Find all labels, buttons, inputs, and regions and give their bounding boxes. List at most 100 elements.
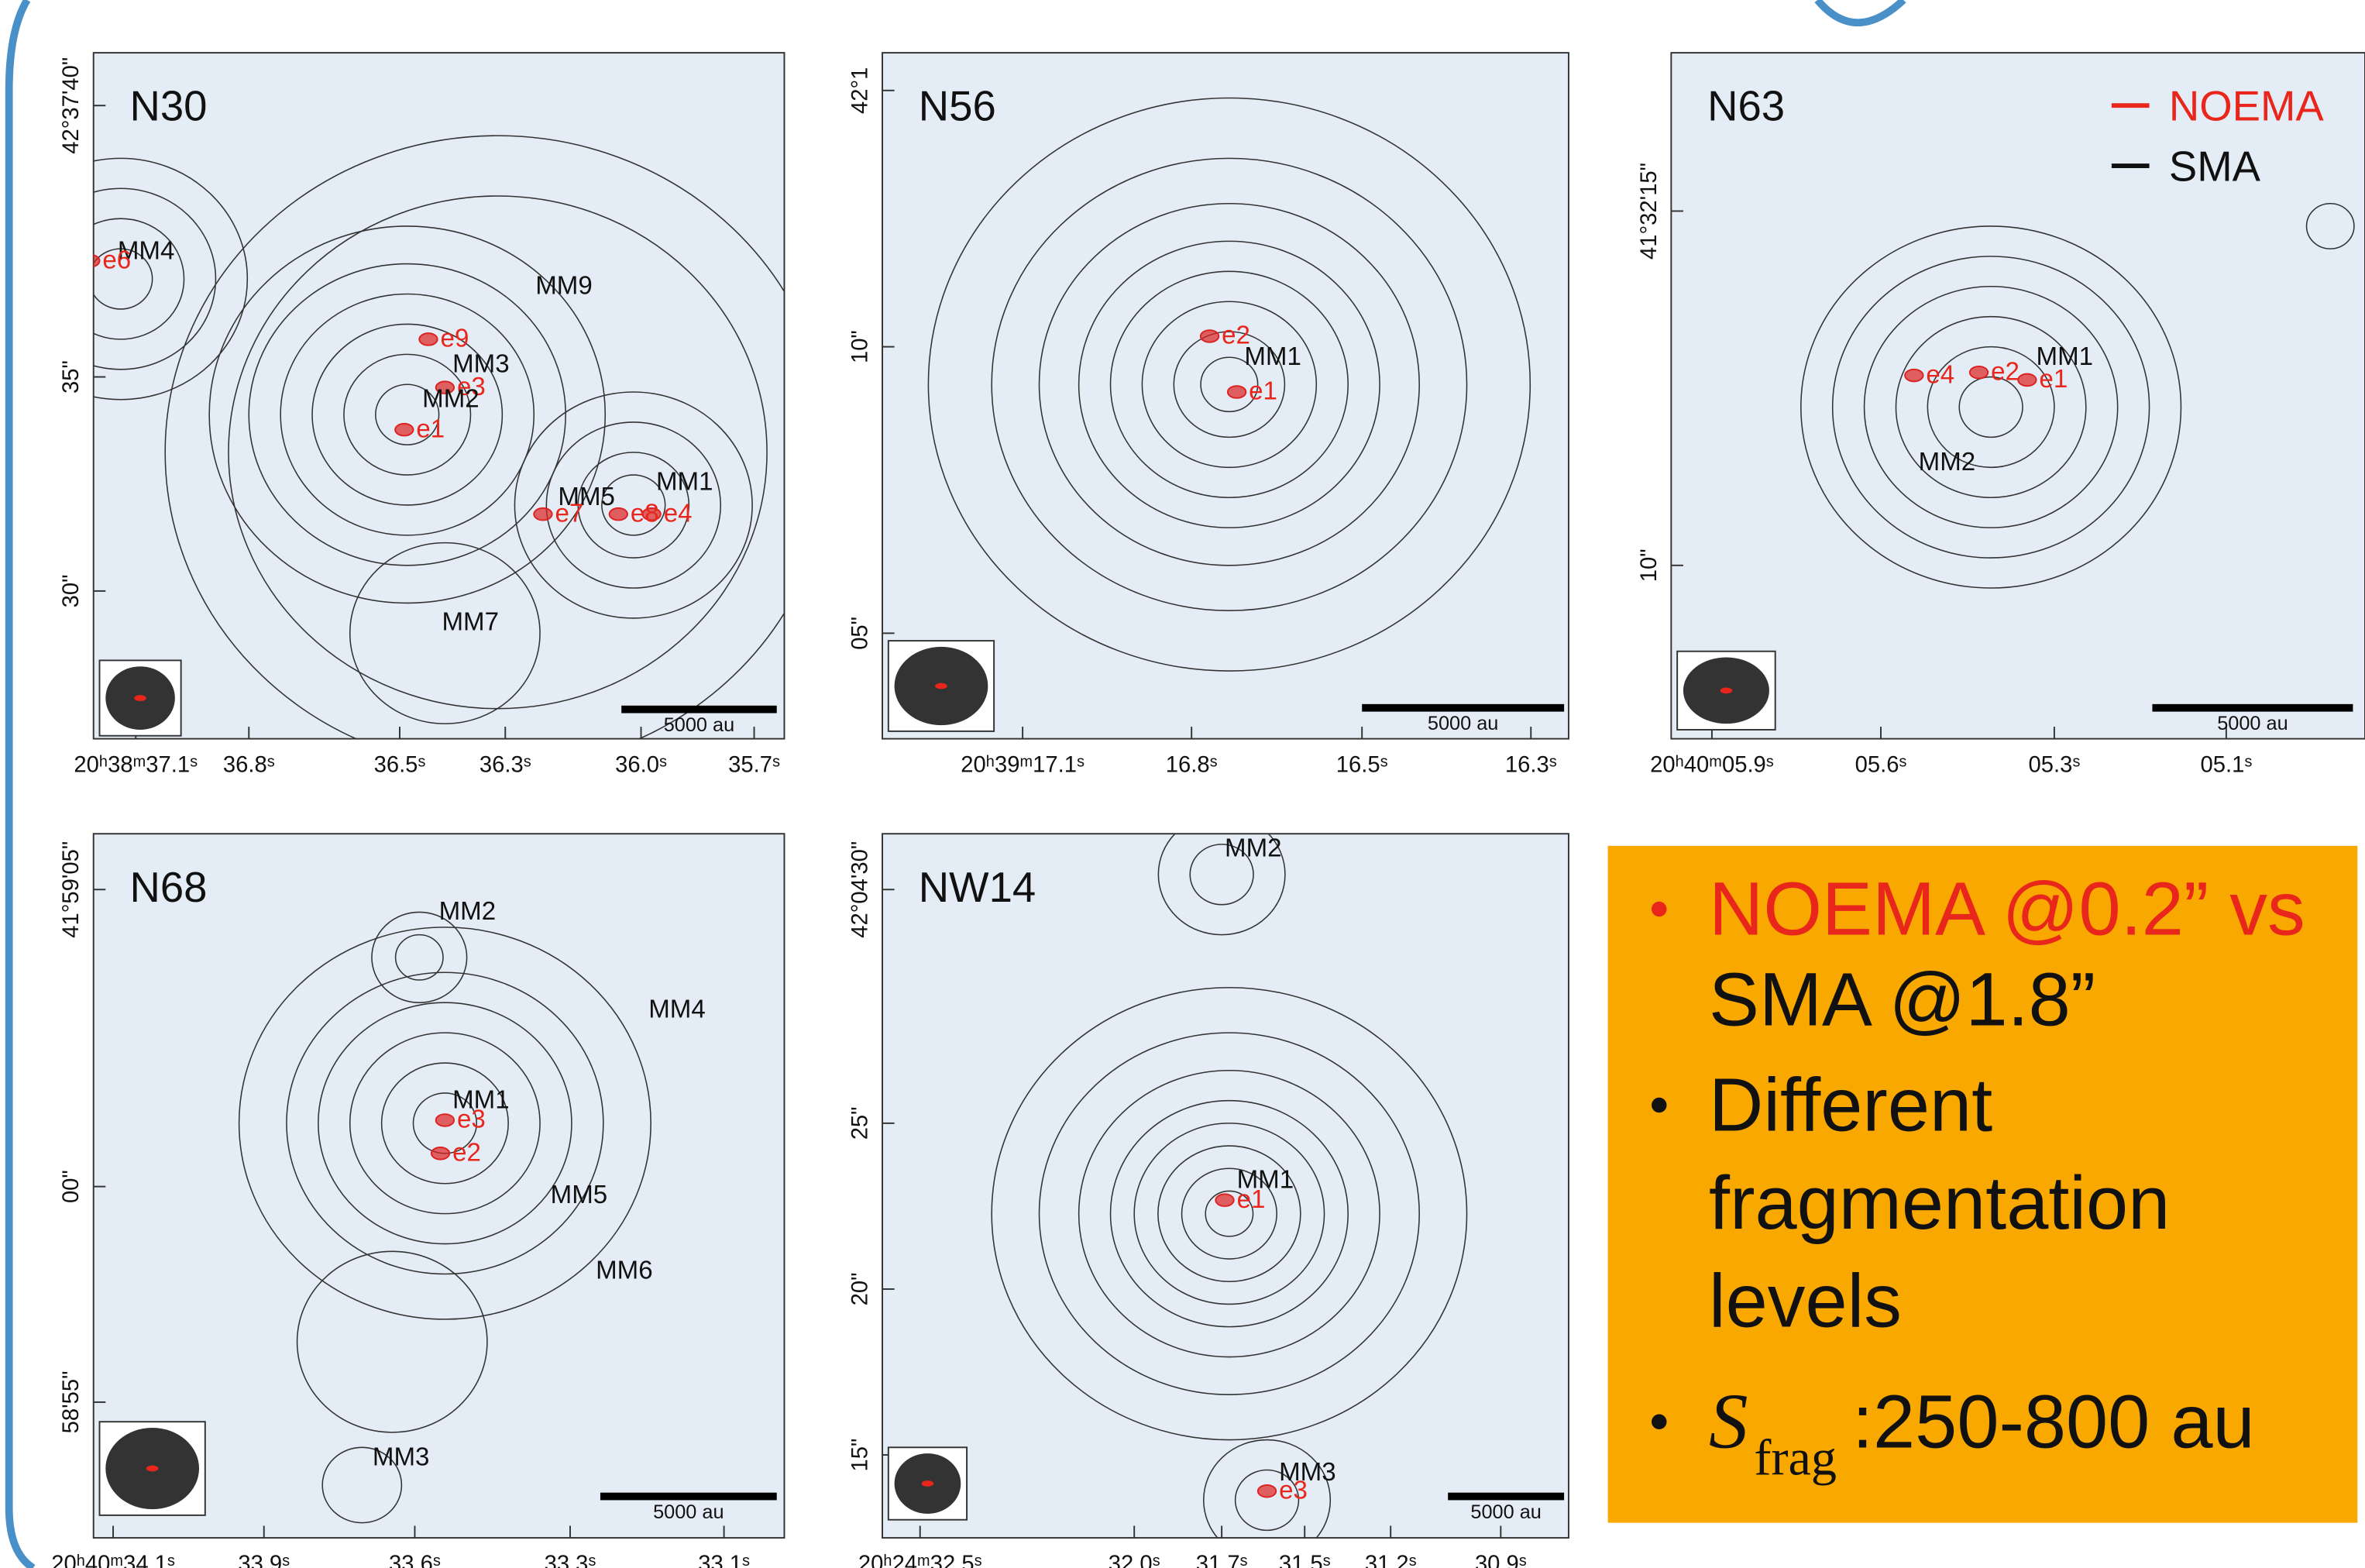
dec-tick-label: 15" [848, 1439, 873, 1472]
scale-bar-label: 5000 au [653, 1501, 724, 1523]
dec-tick-label: 58'55" [59, 1370, 84, 1433]
dec-tick-label: 20" [848, 1273, 873, 1306]
source-label: MM2 [439, 897, 497, 926]
ra-tick-label: 05.3ˢ [2029, 752, 2081, 777]
ra-tick-label: 33.6ˢ [389, 1552, 441, 1568]
ra-tick-label: 31.7ˢ [1196, 1552, 1248, 1568]
summary-text: NOEMA @0.2” vs [1709, 867, 2305, 951]
source-label: e1 [2039, 365, 2068, 394]
dec-tick-label: 10" [1637, 548, 1662, 582]
ra-tick-label: 20ʰ39ᵐ17.1ˢ [961, 752, 1085, 777]
dec-tick-label: 41°32'15" [1637, 163, 1662, 260]
source-label: MM4 [648, 995, 706, 1024]
summary-symbol: S [1709, 1377, 1748, 1464]
noema-beam [146, 1466, 159, 1472]
ra-tick-label: 30.9ˢ [1475, 1552, 1527, 1568]
summary-subscript: frag [1754, 1429, 1837, 1486]
noema-source [1228, 386, 1246, 398]
source-label: e1 [1249, 377, 1277, 406]
source-label: e6 [102, 246, 131, 274]
scale-bar [621, 706, 777, 714]
source-label: e1 [1237, 1185, 1266, 1214]
ra-tick-label: 20ʰ38ᵐ37.1ˢ [74, 752, 198, 777]
scale-bar [1362, 704, 1564, 712]
panel: N5642°110"05"20ʰ39ᵐ17.1ˢ16.8ˢ16.5ˢ16.3ˢe… [848, 53, 1569, 777]
source-label: MM2 [422, 384, 480, 413]
ra-tick-label: 05.1ˢ [2200, 752, 2252, 777]
ra-tick-label: 36.8ˢ [223, 752, 275, 777]
ra-tick-label: 36.3ˢ [480, 752, 531, 777]
scale-bar-label: 5000 au [1428, 713, 1498, 734]
page: NOEMA @0.2” vs SMA @1.8” Different fragm… [0, 0, 2365, 1568]
dec-tick-label: 42°1 [848, 67, 873, 114]
ra-tick-label: 36.0ˢ [615, 752, 667, 777]
noema-beam [1720, 687, 1733, 693]
noema-source [1215, 1194, 1233, 1206]
bullet [1652, 1098, 1666, 1112]
source-label: MM1 [656, 468, 713, 497]
map [882, 834, 1569, 1538]
panel-name: N63 [1707, 83, 1785, 130]
scale-bar-label: 5000 au [2217, 713, 2288, 734]
summary-text: fragmentation [1709, 1161, 2170, 1245]
source-label: e7 [555, 499, 584, 528]
panel: NW14 42°04'30" 25" 20" 15" 20ʰ24ᵐ32.5ˢ 32.0ˢ 31… [848, 814, 1569, 1568]
scale-bar [1448, 1493, 1564, 1501]
ra-tick-label: 33.9ˢ [238, 1552, 290, 1568]
source-label: e1 [416, 414, 445, 443]
bullet [1652, 902, 1666, 916]
summary-text: :250-800 au [1852, 1379, 2255, 1463]
noema-source [436, 1114, 454, 1126]
ra-tick-label: 05.6ˢ [1855, 752, 1907, 777]
panel-name: NW14 [919, 864, 1036, 911]
source-label: e8 [631, 499, 659, 528]
source-label: e3 [1279, 1476, 1308, 1504]
map [882, 53, 1569, 739]
ra-tick-label: 20ʰ24ᵐ32.5ˢ [858, 1552, 982, 1568]
noema-source [1201, 330, 1219, 342]
summary-text: SMA @1.8” [1709, 957, 2095, 1041]
dec-tick-label: 42°37'40" [59, 57, 84, 154]
summary-text: Different [1709, 1063, 1992, 1147]
ra-tick-label: 31.5ˢ [1279, 1552, 1331, 1568]
ra-tick-label: 36.5ˢ [374, 752, 426, 777]
noema-source [395, 424, 413, 436]
panel-name: N30 [129, 83, 207, 130]
panel: N6841°59'05"00"58'55"20ʰ40ᵐ34.1ˢ33.9ˢ33.… [51, 834, 784, 1568]
source-label: e4 [1926, 360, 1954, 389]
source-label: MM1 [1244, 342, 1301, 371]
source-label: e4 [664, 499, 693, 528]
source-label: MM3 [373, 1443, 430, 1472]
source-label: e9 [441, 325, 469, 353]
noema-source [1970, 366, 1988, 379]
legend-label: NOEMA [2169, 83, 2325, 130]
dec-tick-label: 05" [848, 617, 873, 650]
source-label: MM9 [535, 272, 593, 301]
ra-tick-label: 31.2ˢ [1365, 1552, 1417, 1568]
legend-label: SMA [2169, 143, 2261, 191]
ra-tick-label: 32.0ˢ [1109, 1552, 1160, 1568]
noema-source [534, 508, 552, 521]
noema-source [1905, 370, 1923, 382]
dec-tick-label: 42°04'30" [848, 841, 873, 938]
ra-tick-label: 16.5ˢ [1336, 752, 1388, 777]
ra-tick-label: 20ʰ40ᵐ34.1ˢ [51, 1552, 175, 1568]
ra-tick-label: 20ʰ40ᵐ05.9ˢ [1650, 752, 1774, 777]
source-label: MM6 [596, 1256, 653, 1284]
source-label: MM5 [551, 1181, 608, 1209]
noema-source [2018, 374, 2036, 387]
source-label: MM2 [1919, 448, 1976, 476]
source-label: MM7 [442, 607, 499, 636]
dec-tick-label: 10" [848, 330, 873, 363]
source-label: MM2 [1225, 834, 1282, 862]
panel-name: N56 [919, 83, 996, 130]
map [1671, 53, 2365, 739]
scale-bar [2152, 704, 2353, 712]
ra-tick-label: 16.8ˢ [1166, 752, 1218, 777]
source-label: e2 [452, 1139, 481, 1167]
ra-tick-label: 33.1ˢ [698, 1552, 750, 1568]
dec-tick-label: 25" [848, 1106, 873, 1140]
ra-tick-label: 35.7ˢ [728, 752, 780, 777]
noema-beam [134, 695, 146, 701]
noema-source [419, 333, 437, 346]
